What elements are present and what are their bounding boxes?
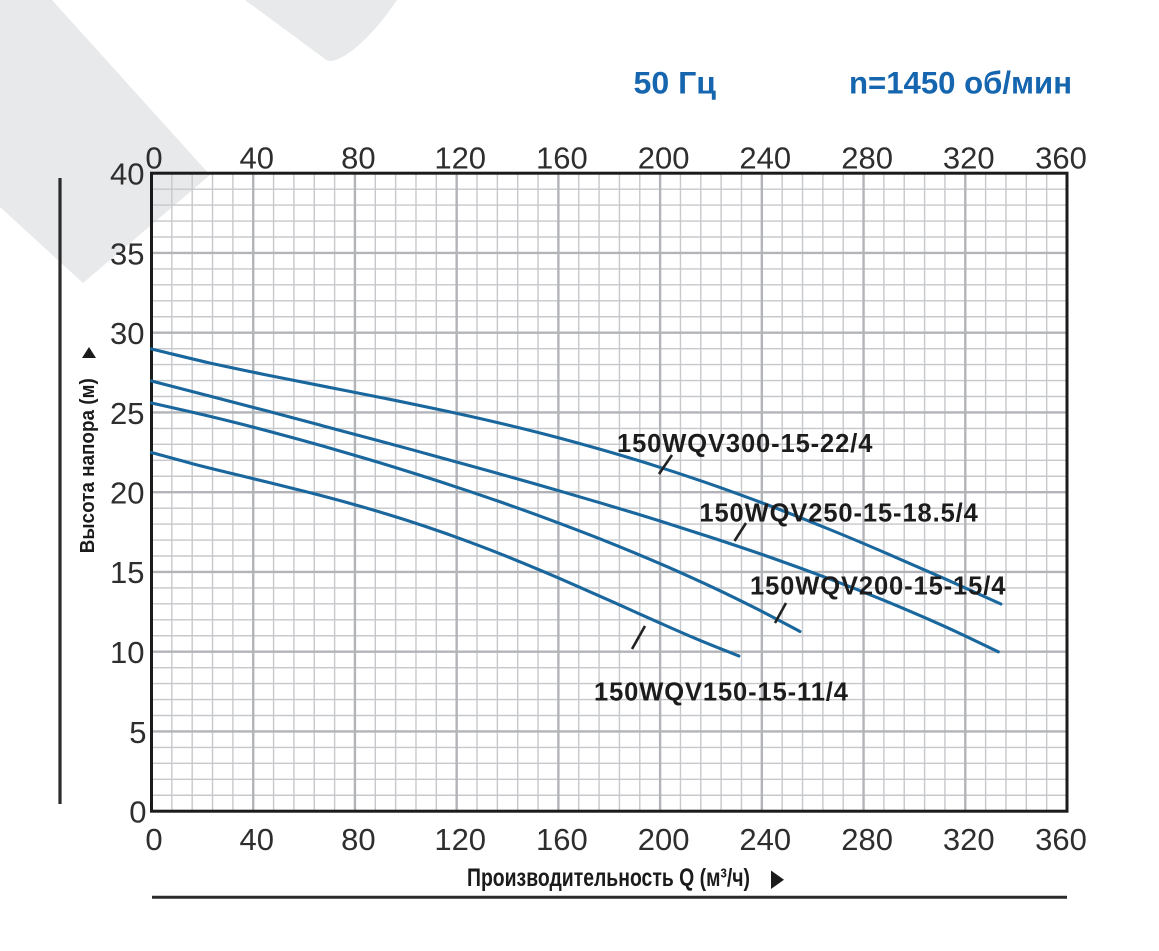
svg-text:35: 35 (110, 236, 144, 271)
svg-text:Высота напора (м): Высота напора (м) (77, 378, 99, 553)
svg-text:360: 360 (1035, 822, 1087, 857)
svg-text:40: 40 (110, 157, 144, 192)
svg-text:120: 120 (434, 141, 486, 176)
svg-text:80: 80 (341, 822, 375, 857)
svg-text:0: 0 (145, 141, 162, 176)
svg-text:150WQV150-15-11/4: 150WQV150-15-11/4 (594, 679, 849, 707)
svg-text:150WQV300-15-22/4: 150WQV300-15-22/4 (617, 430, 873, 458)
svg-text:0: 0 (145, 822, 162, 857)
svg-text:40: 40 (239, 141, 273, 176)
svg-text:5: 5 (129, 715, 146, 750)
svg-text:200: 200 (638, 822, 690, 857)
svg-text:280: 280 (841, 141, 893, 176)
svg-text:n=1450 об/мин: n=1450 об/мин (849, 65, 1072, 101)
svg-text:20: 20 (110, 476, 144, 511)
svg-text:200: 200 (638, 141, 690, 176)
svg-text:320: 320 (943, 141, 995, 176)
svg-text:120: 120 (434, 822, 486, 857)
svg-text:25: 25 (110, 396, 144, 431)
svg-text:320: 320 (943, 822, 995, 857)
svg-text:360: 360 (1035, 141, 1087, 176)
svg-text:160: 160 (536, 822, 588, 857)
svg-text:150WQV250-15-18.5/4: 150WQV250-15-18.5/4 (699, 500, 978, 528)
svg-text:Производительность Q (м³/ч): Производительность Q (м³/ч) (467, 865, 750, 892)
svg-text:160: 160 (536, 141, 588, 176)
svg-text:50 Гц: 50 Гц (634, 65, 717, 101)
svg-text:150WQV200-15-15/4: 150WQV200-15-15/4 (750, 573, 1006, 601)
svg-text:80: 80 (341, 141, 375, 176)
svg-text:280: 280 (841, 822, 893, 857)
svg-text:240: 240 (739, 141, 791, 176)
svg-text:10: 10 (110, 635, 144, 670)
svg-text:30: 30 (110, 316, 144, 351)
svg-text:40: 40 (239, 822, 273, 857)
svg-text:15: 15 (110, 555, 144, 590)
svg-text:240: 240 (739, 822, 791, 857)
svg-text:0: 0 (129, 795, 146, 830)
